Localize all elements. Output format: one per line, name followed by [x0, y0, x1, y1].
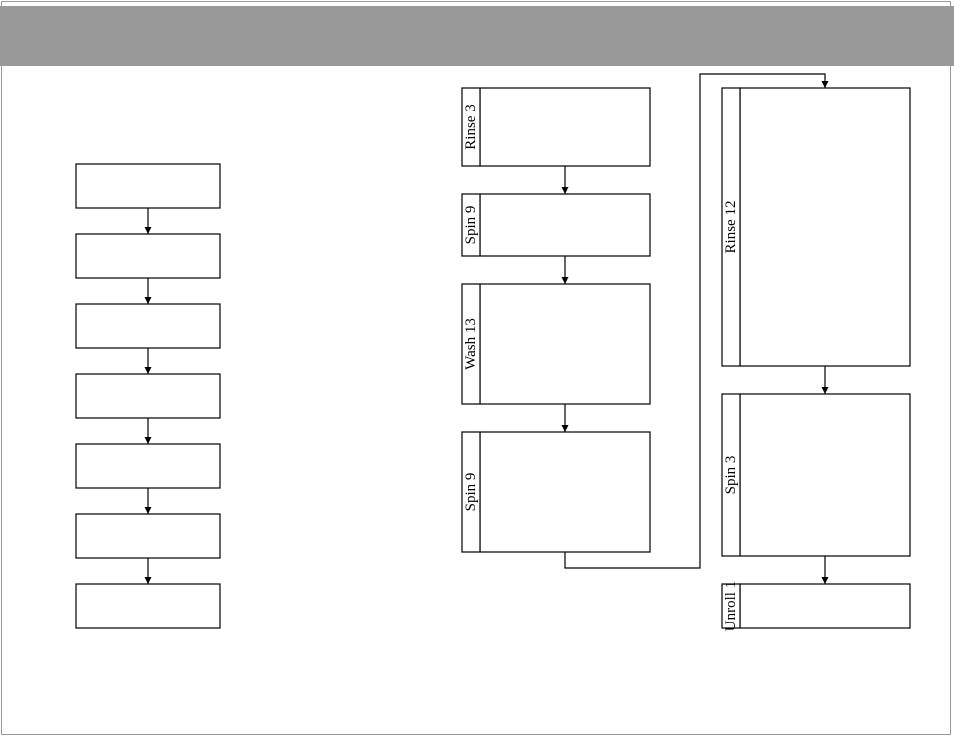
- left-box-3: [76, 374, 220, 418]
- mid-box-2: [480, 284, 650, 404]
- mid-box-0-label: Rinse 3: [463, 104, 479, 149]
- left-box-6: [76, 584, 220, 628]
- left-box-2: [76, 304, 220, 348]
- left-box-1: [76, 234, 220, 278]
- mid-box-1: [480, 194, 650, 256]
- left-box-0: [76, 164, 220, 208]
- right-box-2: [740, 584, 910, 628]
- left-box-4: [76, 444, 220, 488]
- mid-box-1-label: Spin 9: [463, 206, 479, 245]
- right-box-0: [740, 88, 910, 366]
- left-box-5: [76, 514, 220, 558]
- mid-box-0: [480, 88, 650, 166]
- right-box-1-label: Spin 3: [723, 456, 739, 495]
- mid-box-2-label: Wash 13: [463, 318, 479, 370]
- mid-box-3-label: Spin 9: [463, 473, 479, 512]
- mid-box-3: [480, 432, 650, 552]
- right-box-2-label: Unroll 1: [723, 581, 739, 631]
- right-box-1: [740, 394, 910, 556]
- right-box-0-label: Rinse 12: [723, 201, 739, 254]
- flowchart-canvas: Rinse 3 Spin 9 Wash 13 Spin 9 Rinse 12 Spin 3…: [0, 0, 954, 738]
